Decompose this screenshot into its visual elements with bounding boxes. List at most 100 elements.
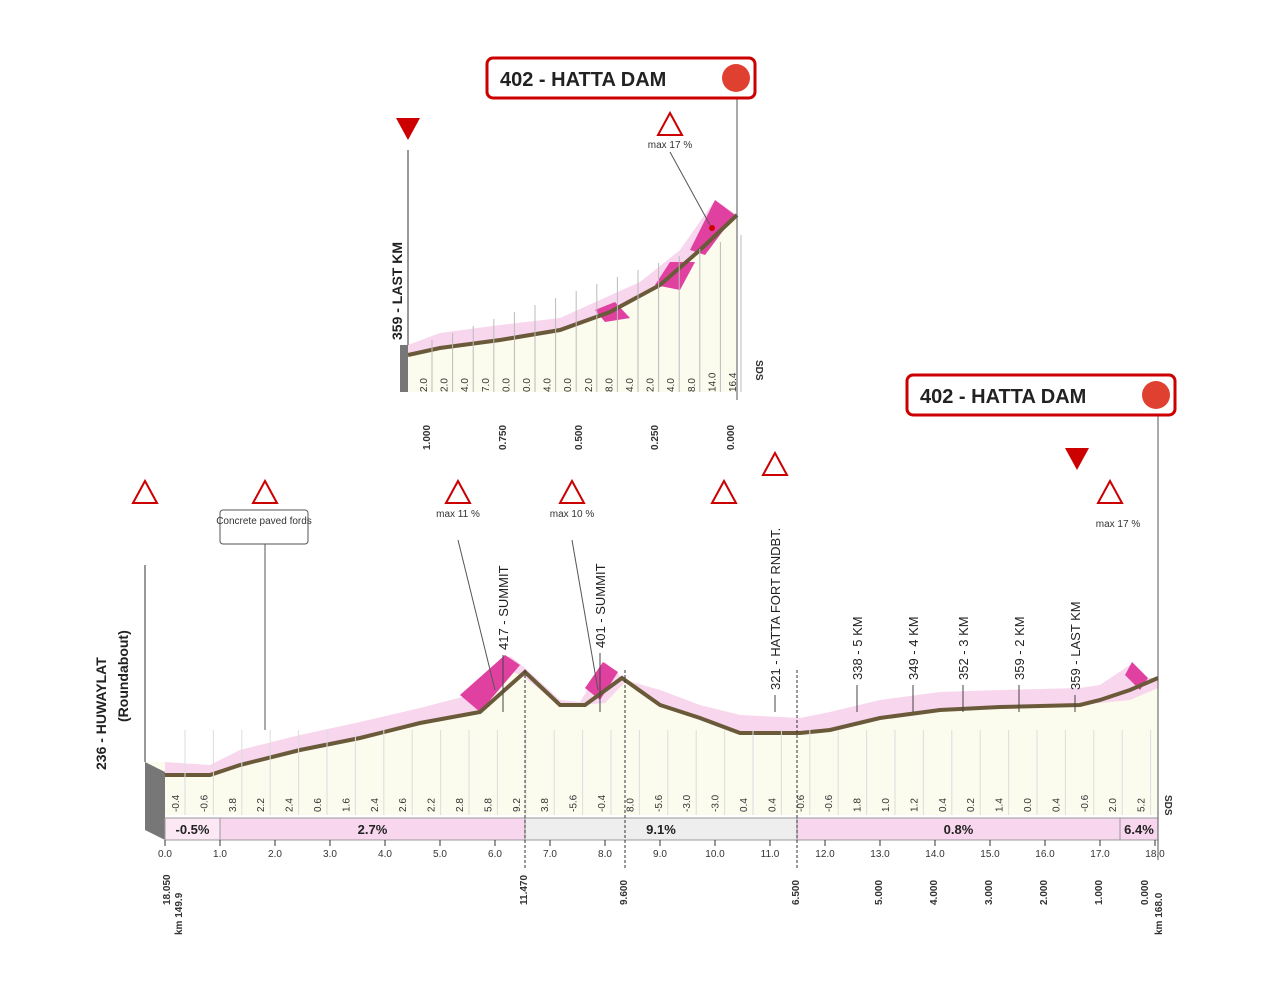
grade-label: 8.0 [604, 378, 615, 392]
grade-label: 0.4 [767, 798, 778, 812]
fords-note: Concrete paved fords [216, 516, 312, 527]
grade-label: 5.2 [1137, 798, 1148, 812]
inset-area [408, 208, 737, 392]
bottom-label: 0.000 [1140, 880, 1151, 905]
grade-label: 2.6 [398, 798, 409, 812]
km-label: 8.0 [598, 849, 612, 860]
inset-finish: 402 - HATTA DAM [500, 69, 666, 91]
sign-icon [251, 478, 279, 504]
landmark-label: 401 - SUMMIT [593, 563, 608, 648]
km-label: 17.0 [1090, 849, 1110, 860]
grade-label: -0.4 [597, 794, 608, 812]
section-label: 0.8% [944, 822, 974, 837]
distance-label: 0.000 [726, 425, 737, 450]
sign-icon [444, 478, 472, 504]
bottom-label: 4.000 [929, 880, 940, 905]
pointer [457, 539, 496, 691]
grade-label: -0.4 [171, 794, 182, 812]
landmark-label: 359 - LAST KM [1068, 601, 1083, 690]
grade-label: 7.0 [481, 378, 492, 392]
km-label: 9.0 [653, 849, 667, 860]
grade-label: 1.2 [909, 798, 920, 812]
km-label: 4.0 [378, 849, 392, 860]
grade-label: 0.0 [1023, 798, 1034, 812]
marker [709, 225, 715, 231]
landmark-label: 349 - 4 KM [906, 616, 921, 680]
pointer [571, 539, 599, 691]
grade-label: 2.0 [584, 378, 595, 392]
finish-icon [722, 64, 750, 92]
km-label: 1.0 [213, 849, 227, 860]
grade-label: 2.8 [455, 798, 466, 812]
km-label: 5.0 [433, 849, 447, 860]
km-label: 11.0 [761, 849, 780, 860]
grade-label: 2.2 [427, 798, 438, 812]
grade-label: 8.0 [687, 378, 698, 392]
grade-label: -0.6 [796, 794, 807, 812]
section-label: 2.7% [358, 822, 388, 837]
grade-label: 16.4 [728, 372, 739, 392]
grade-label: -0.6 [824, 794, 835, 812]
main-sds: SDS [1162, 795, 1173, 816]
grade-label: 2.0 [440, 378, 451, 392]
km-label: 10.0 [705, 849, 725, 860]
grade-label: 2.0 [646, 378, 657, 392]
grade-label: 1.0 [881, 798, 892, 812]
landmark-label: 338 - 5 KM [850, 616, 865, 680]
grade-label: 0.0 [522, 378, 533, 392]
grade-label: 1.8 [853, 798, 864, 812]
landmark-label: 359 - 2 KM [1012, 616, 1027, 680]
grade-label: 0.0 [501, 378, 512, 392]
grade-label: 5.8 [483, 798, 494, 812]
inset-sds: SDS [753, 360, 764, 381]
km-label: 7.0 [543, 849, 557, 860]
finish-label: 402 - HATTA DAM [920, 386, 1086, 408]
bottom-label: km 168.0 [1154, 892, 1165, 935]
landmark-label: 321 - HATTA FORT RNDBT. [768, 528, 783, 690]
grade-label: 4.0 [666, 378, 677, 392]
section-label: 6.4% [1124, 822, 1154, 837]
grade-label: 2.0 [1108, 798, 1119, 812]
grade-label: 2.2 [256, 798, 267, 812]
inset-start: 359 - LAST KM [389, 242, 405, 340]
bottom-label: 1.000 [1094, 880, 1105, 905]
bottom-label: 11.470 [519, 875, 530, 905]
grade-label: 0.4 [1051, 798, 1062, 812]
grade-label: 4.0 [543, 378, 554, 392]
steep-parts [460, 655, 1148, 712]
km-label: 0.0 [158, 849, 172, 860]
profile-area [145, 656, 1158, 815]
grade-label: -0.6 [199, 794, 210, 812]
grade-label: 1.4 [995, 798, 1006, 812]
pointer [669, 151, 711, 226]
km-label: 2.0 [268, 849, 282, 860]
distance-label: 0.250 [650, 425, 661, 450]
bottom-label: 5.000 [874, 880, 885, 905]
max-note: max 17 % [1096, 519, 1141, 530]
km-label: 6.0 [488, 849, 502, 860]
start-label: 236 - HUWAYLAT [93, 657, 109, 770]
section-label: -0.5% [176, 822, 210, 837]
inset-max-note: max 17 % [648, 140, 693, 151]
climb-icon [656, 110, 684, 136]
grade-label: -5.6 [569, 794, 580, 812]
inset-flag [396, 118, 420, 140]
sign-icon [131, 478, 159, 504]
landmark-label: 417 - SUMMIT [496, 565, 511, 650]
sign-icon [1096, 478, 1124, 504]
bottom-label: 18.050 [162, 874, 173, 905]
bottom-label: 3.000 [984, 880, 995, 905]
section-label: 9.1% [646, 822, 676, 837]
grade-label: 0.2 [966, 798, 977, 812]
landmark-label: 352 - 3 KM [956, 616, 971, 680]
grade-label: 0.4 [739, 798, 750, 812]
grade-label: 3.8 [228, 798, 239, 812]
grade-label: 9.2 [512, 798, 523, 812]
grade-label: 2.4 [285, 798, 296, 812]
last-km-flag [1065, 448, 1089, 470]
distance-label: 0.750 [498, 425, 509, 450]
distance-label: 0.500 [574, 425, 585, 450]
inset-finish-box [485, 56, 757, 100]
bottom-label: 6.500 [791, 880, 802, 905]
bottom-label: 2.000 [1039, 880, 1050, 905]
